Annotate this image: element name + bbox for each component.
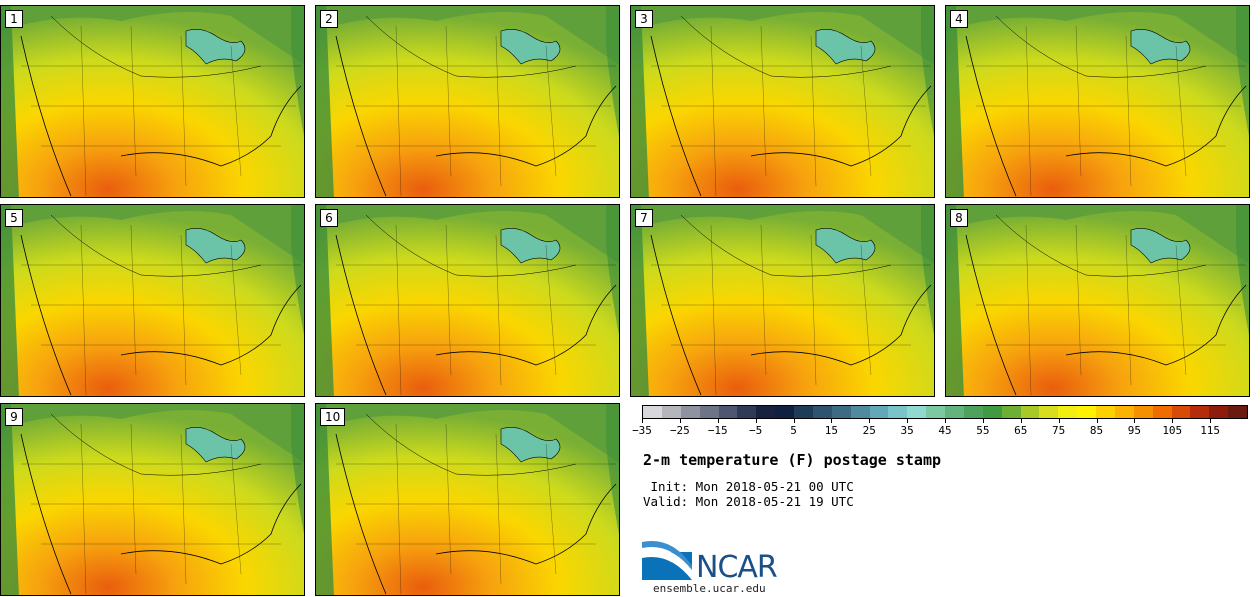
colorbar-swatch bbox=[1114, 406, 1134, 418]
colorbar-swatch bbox=[850, 406, 870, 418]
panel-number: 1 bbox=[5, 10, 23, 28]
colorbar-tick-label: −35 bbox=[632, 424, 652, 437]
colorbar-swatch bbox=[1152, 406, 1172, 418]
panel-number: 2 bbox=[320, 10, 338, 28]
colorbar-tick-label: 25 bbox=[862, 424, 876, 437]
ncar-logo-text: NCAR bbox=[696, 550, 778, 585]
colorbar-tick-label: 15 bbox=[824, 424, 838, 437]
colorbar-swatch bbox=[718, 406, 738, 418]
colorbar-tick-label: 65 bbox=[1014, 424, 1028, 437]
colorbar-swatch bbox=[643, 406, 662, 418]
colorbar-swatch bbox=[1077, 406, 1096, 418]
colorbar-swatch bbox=[1058, 406, 1078, 418]
colorbar-tick bbox=[679, 419, 681, 423]
colorbar-swatch bbox=[680, 406, 700, 418]
colorbar-tick-label: 85 bbox=[1089, 424, 1104, 437]
panel-number: 7 bbox=[635, 209, 653, 227]
colorbar-swatch bbox=[1133, 406, 1153, 418]
colorbar-tick bbox=[831, 419, 833, 423]
panel-number: 9 bbox=[5, 408, 23, 426]
colorbar-tick bbox=[1172, 419, 1174, 423]
panel-number: 8 bbox=[950, 209, 968, 227]
colorbar-tick-label: −5 bbox=[749, 424, 763, 437]
colorbar-tick bbox=[1134, 419, 1136, 423]
map-panel: 10 bbox=[315, 403, 620, 596]
colorbar-tick bbox=[1058, 419, 1060, 423]
colorbar-swatch bbox=[982, 406, 1002, 418]
colorbar-tick bbox=[945, 419, 946, 423]
colorbar-tick-label: 35 bbox=[900, 424, 914, 437]
colorbar-swatch bbox=[963, 406, 983, 418]
colorbar-swatch bbox=[926, 406, 945, 418]
colorbar-swatch bbox=[756, 406, 776, 418]
colorbar-swatch bbox=[1209, 406, 1229, 418]
colorbar-swatch bbox=[831, 406, 851, 418]
ncar-logo-icon bbox=[642, 541, 692, 580]
colorbar-swatch bbox=[699, 406, 719, 418]
init-time: Init: Mon 2018-05-21 00 UTC bbox=[643, 479, 854, 494]
logo-url: ensemble.ucar.edu bbox=[653, 582, 766, 595]
colorbar-swatch bbox=[775, 406, 794, 418]
colorbar-swatch bbox=[1020, 406, 1040, 418]
colorbar-swatch bbox=[869, 406, 889, 418]
colorbar-tick-label: −15 bbox=[707, 424, 728, 437]
colorbar-swatch bbox=[794, 406, 813, 418]
colorbar-swatch bbox=[812, 406, 832, 418]
colorbar-swatch bbox=[737, 406, 757, 418]
colorbar-swatch bbox=[1228, 406, 1247, 418]
colorbar-tick-label: −25 bbox=[669, 424, 690, 437]
colorbar-swatch bbox=[1171, 406, 1191, 418]
colorbar-tick-label: 115 bbox=[1200, 424, 1221, 437]
plot-title: 2-m temperature (F) postage stamp bbox=[643, 451, 942, 469]
valid-time: Valid: Mon 2018-05-21 19 UTC bbox=[643, 494, 854, 509]
colorbar-tick-label: 5 bbox=[790, 424, 797, 437]
map-panel: 3 bbox=[630, 5, 935, 198]
colorbar-swatch bbox=[888, 406, 908, 418]
colorbar-tick bbox=[982, 419, 984, 423]
map-panel: 8 bbox=[945, 204, 1250, 397]
colorbar-swatch bbox=[907, 406, 927, 418]
colorbar-tick bbox=[869, 419, 871, 423]
map-panel: 6 bbox=[315, 204, 620, 397]
map-panel: 4 bbox=[945, 5, 1250, 198]
colorbar-swatch bbox=[1039, 406, 1059, 418]
panel-number: 10 bbox=[320, 408, 346, 426]
temperature-colorbar bbox=[642, 405, 1248, 419]
colorbar-swatch bbox=[1096, 406, 1115, 418]
colorbar-tick bbox=[717, 419, 719, 423]
panel-number: 6 bbox=[320, 209, 338, 227]
map-panel: 5 bbox=[0, 204, 305, 397]
colorbar-tick-label: 105 bbox=[1162, 424, 1183, 437]
colorbar-tick-label: 55 bbox=[976, 424, 990, 437]
panel-number: 4 bbox=[950, 10, 968, 28]
panel-number: 5 bbox=[5, 209, 23, 227]
map-panel: 1 bbox=[0, 5, 305, 198]
colorbar-tick bbox=[907, 419, 909, 423]
colorbar-tick bbox=[793, 419, 795, 423]
colorbar-tick bbox=[642, 419, 643, 423]
colorbar-swatch bbox=[1190, 406, 1210, 418]
colorbar-tick-label: 75 bbox=[1052, 424, 1066, 437]
map-panel: 2 bbox=[315, 5, 620, 198]
colorbar-swatch bbox=[1001, 406, 1021, 418]
map-panel: 7 bbox=[630, 204, 935, 397]
map-panel: 9 bbox=[0, 403, 305, 596]
colorbar-tick bbox=[1096, 419, 1098, 423]
colorbar-tick bbox=[1020, 419, 1022, 423]
colorbar-tick bbox=[1210, 419, 1212, 423]
colorbar-tick-labels: −35 −25 −15 −5 5 15 25 35 45 55 65 75 85 95 105 115 bbox=[632, 419, 1248, 439]
panel-number: 3 bbox=[635, 10, 653, 28]
colorbar-swatch bbox=[661, 406, 681, 418]
colorbar-swatch bbox=[945, 406, 964, 418]
colorbar-tick-label: 95 bbox=[1127, 424, 1141, 437]
colorbar-tick bbox=[755, 419, 757, 423]
colorbar-tick-label: 45 bbox=[938, 424, 952, 437]
